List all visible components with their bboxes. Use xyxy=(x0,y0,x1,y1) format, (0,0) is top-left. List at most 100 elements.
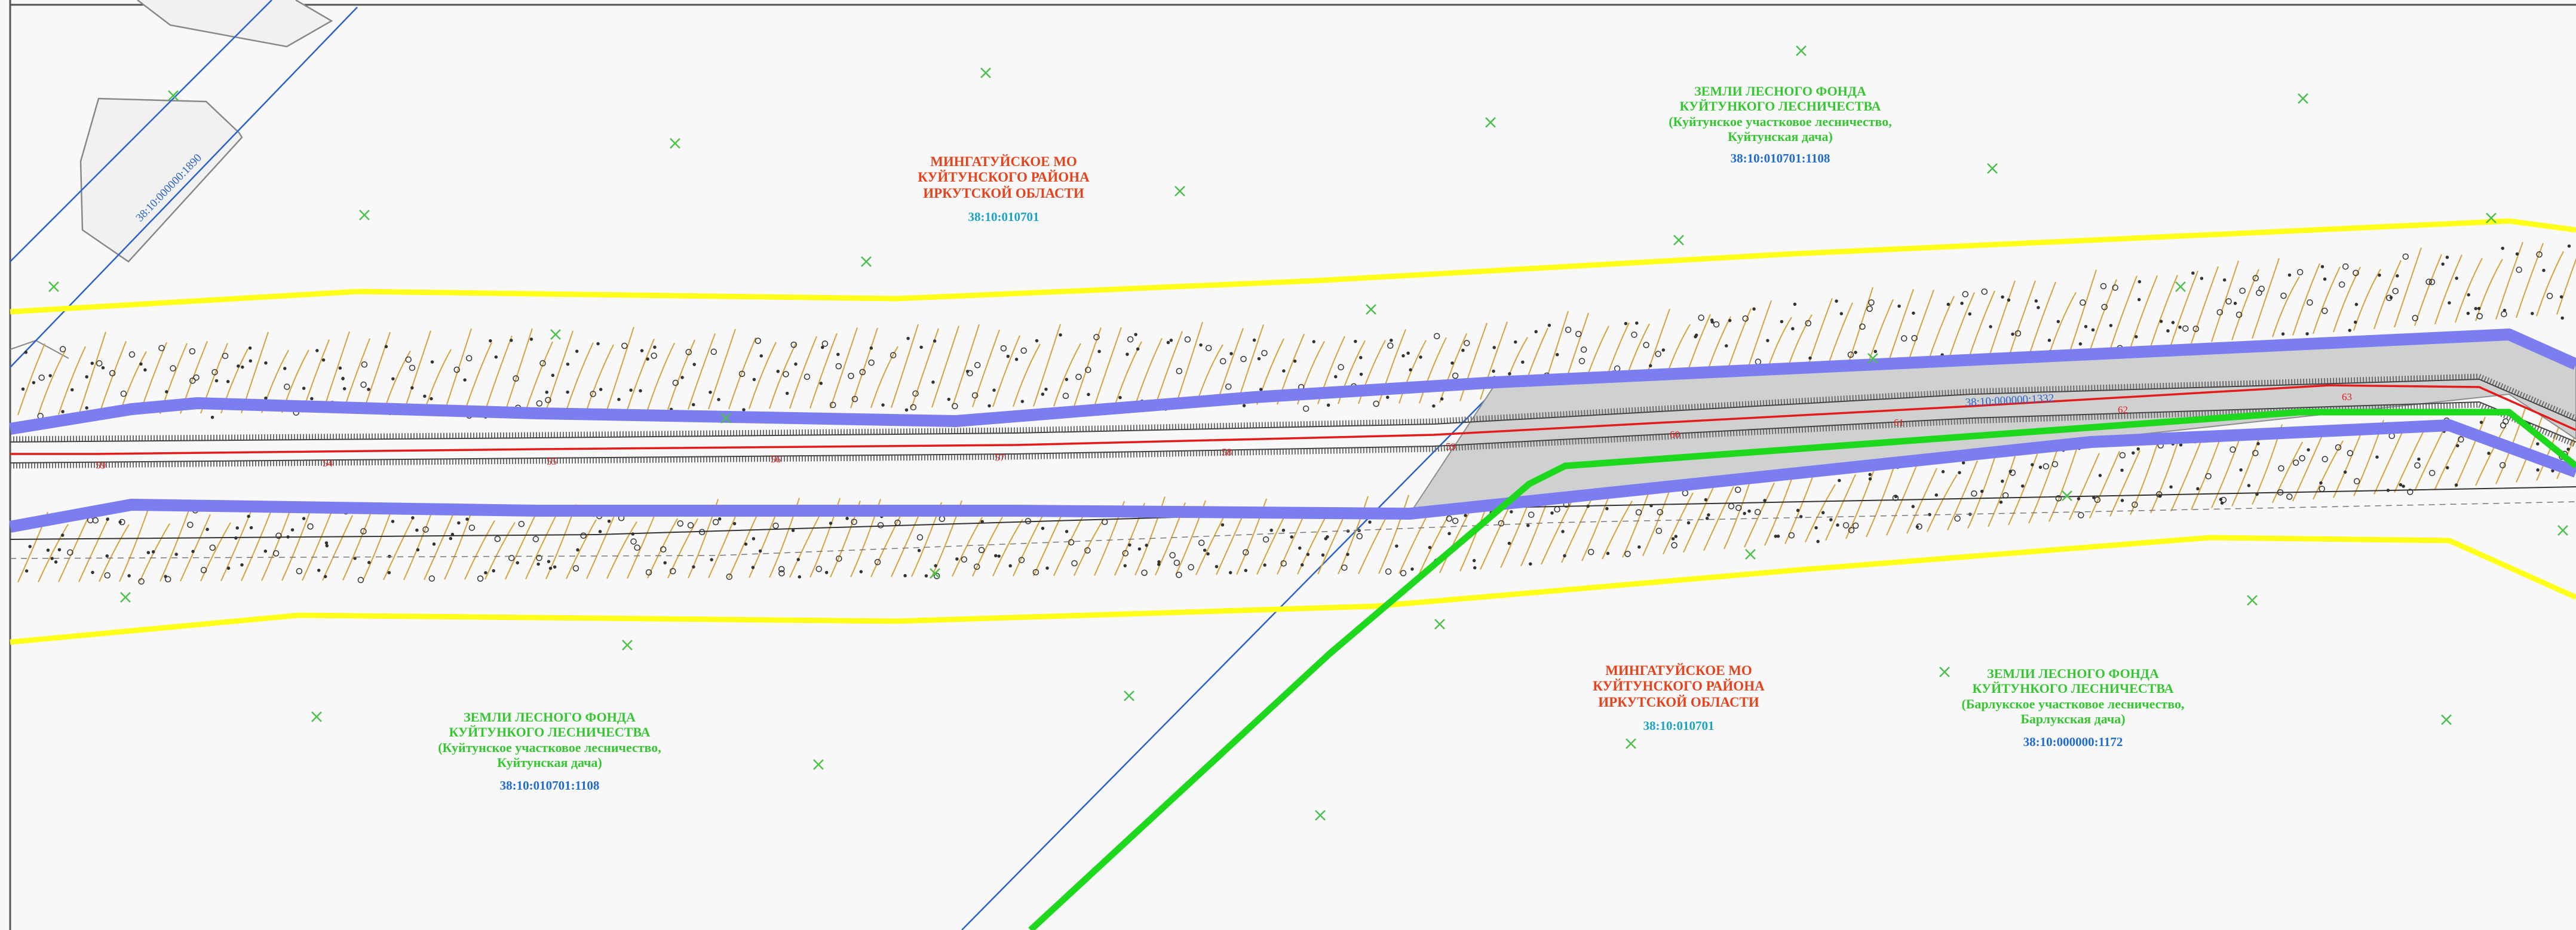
relief-dot-icon xyxy=(804,373,811,380)
relief-dot-icon xyxy=(193,374,200,381)
relief-dot-icon xyxy=(325,544,329,548)
area-forest-north: ЗЕМЛИ ЛЕСНОГО ФОНДА КУЙТУНКОГО ЛЕСНИЧЕСТ… xyxy=(1625,84,1936,165)
relief-contour xyxy=(708,329,736,410)
relief-dot-icon xyxy=(2531,312,2534,315)
relief-dot-icon xyxy=(206,527,209,532)
relief-dot-icon xyxy=(1859,323,1866,330)
relief-dot-icon xyxy=(1215,564,1219,569)
relief-dot-icon xyxy=(924,574,928,578)
relief-dot-icon xyxy=(241,365,244,369)
relief-dot-icon xyxy=(477,575,484,582)
relief-dot-icon xyxy=(859,369,866,376)
relief-dot-icon xyxy=(1440,397,1444,401)
relief-dot-icon xyxy=(2252,450,2259,456)
relief-dot-icon xyxy=(1980,489,1984,493)
relief-dot-icon xyxy=(2375,455,2379,459)
forest-cross-icon xyxy=(861,256,872,267)
relief-contour xyxy=(38,350,66,415)
picket-label: 60 xyxy=(1670,429,1680,440)
relief-contour xyxy=(1195,512,1226,575)
relief-dot-icon xyxy=(651,352,657,359)
relief-dot-icon xyxy=(1631,332,1637,338)
relief-dot-icon xyxy=(709,390,712,394)
relief-contour xyxy=(586,344,614,411)
relief-dot-icon xyxy=(580,532,587,539)
relief-dot-icon xyxy=(32,380,36,385)
relief-dot-icon xyxy=(1755,358,1762,365)
relief-dot-icon xyxy=(1203,548,1207,552)
relief-dot-icon xyxy=(2191,271,2195,275)
relief-dot-icon xyxy=(174,553,178,556)
relief-contour xyxy=(2414,427,2445,492)
relief-contour xyxy=(1703,486,1734,551)
relief-contour xyxy=(2313,440,2344,500)
relief-dot-icon xyxy=(785,391,789,395)
relief-dot-icon xyxy=(463,378,467,382)
relief-dot-icon xyxy=(2007,298,2011,302)
relief-dot-icon xyxy=(2078,512,2084,518)
relief-dot-icon xyxy=(639,389,642,392)
relief-dot-icon xyxy=(1707,513,1710,517)
relief-dot-icon xyxy=(2536,251,2543,258)
relief-contour xyxy=(2150,434,2181,514)
relief-dot-icon xyxy=(1958,471,1961,475)
relief-dot-icon xyxy=(2354,302,2359,306)
relief-dot-icon xyxy=(1334,375,1338,379)
relief-contour xyxy=(2089,279,2117,352)
forest-cross-icon xyxy=(1124,690,1134,701)
area-mingatuy-south: МИНГАТУЙСКОЕ МО КУЙТУНСКОГО РАЙОНА ИРКУТ… xyxy=(1559,663,1798,733)
area-cadastral: 38:10:010701 xyxy=(968,210,1039,225)
relief-dot-icon xyxy=(391,520,395,523)
relief-dot-icon xyxy=(685,349,692,355)
relief-dot-icon xyxy=(1306,553,1310,556)
relief-dot-icon xyxy=(2169,485,2173,489)
relief-contour xyxy=(1602,501,1633,560)
relief-dot-icon xyxy=(59,346,66,352)
relief-dot-icon xyxy=(360,528,367,535)
relief-dot-icon xyxy=(965,370,970,373)
relief-dot-icon xyxy=(2560,316,2564,320)
relief-dot-icon xyxy=(617,397,621,401)
relief-dot-icon xyxy=(1892,495,1899,501)
relief-dot-icon xyxy=(1848,527,1855,533)
relief-contour xyxy=(911,328,939,408)
relief-dot-icon xyxy=(1118,395,1122,400)
forest-cross-icon xyxy=(1626,738,1636,749)
relief-dot-icon xyxy=(1866,305,1873,312)
relief-dot-icon xyxy=(1242,404,1246,407)
relief-dot-icon xyxy=(961,556,968,563)
relief-contour xyxy=(627,508,658,579)
relief-dot-icon xyxy=(1911,505,1915,508)
area-line: (Куйтунское участковое лесничество, xyxy=(1669,113,1892,129)
relief-dot-icon xyxy=(1219,358,1226,365)
relief-dot-icon xyxy=(783,371,789,377)
relief-dot-icon xyxy=(1547,323,1551,327)
area-line: (Барлукское участковое лесничество, xyxy=(1961,696,2185,711)
relief-dot-icon xyxy=(1565,326,1572,333)
forest-cross-icon xyxy=(622,640,633,650)
relief-dot-icon xyxy=(1971,490,1977,497)
relief-dot-icon xyxy=(2542,268,2546,272)
relief-dot-icon xyxy=(1614,365,1621,372)
relief-contour xyxy=(1439,511,1470,573)
relief-dot-icon xyxy=(1507,541,1511,545)
relief-dot-icon xyxy=(2499,462,2506,469)
relief-contour xyxy=(139,523,170,582)
relief-dot-icon xyxy=(576,548,579,552)
relief-contour xyxy=(2455,416,2486,488)
relief-dot-icon xyxy=(820,345,824,349)
relief-dot-icon xyxy=(919,345,923,349)
relief-dot-icon xyxy=(758,549,762,553)
relief-dot-icon xyxy=(54,560,58,564)
relief-dot-icon xyxy=(2216,309,2224,316)
relief-dot-icon xyxy=(955,557,959,561)
relief-contour xyxy=(281,506,312,581)
relief-dot-icon xyxy=(1550,511,1554,515)
relief-dot-icon xyxy=(1020,347,1027,354)
relief-dot-icon xyxy=(2559,295,2563,299)
relief-dot-icon xyxy=(1356,533,1363,539)
relief-dot-icon xyxy=(1637,545,1641,549)
forest-cross-icon xyxy=(168,90,179,101)
relief-dot-icon xyxy=(2043,463,2050,470)
